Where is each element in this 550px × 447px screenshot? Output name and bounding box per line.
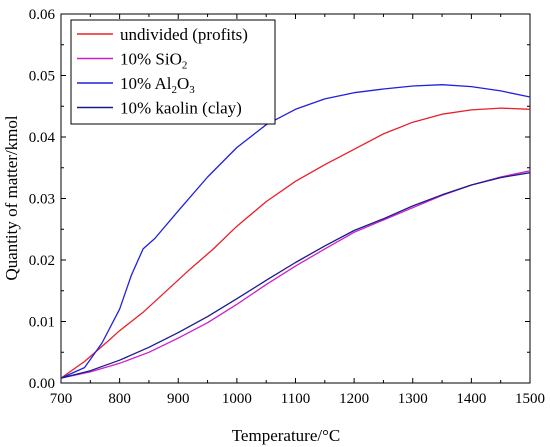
y-tick-label: 0.03: [29, 192, 55, 208]
y-tick-label: 0.01: [29, 315, 55, 331]
series-lines: [60, 84, 531, 379]
y-axis-title: Quantity of matter/kmol: [2, 115, 21, 281]
x-tick-label: 1000: [222, 391, 252, 407]
x-tick-label: 1300: [398, 391, 428, 407]
legend-box: [70, 19, 276, 125]
series-line-4: [60, 172, 531, 379]
legend-label-3: 10% Al2O3: [120, 74, 195, 96]
series-line-1: [60, 107, 531, 379]
x-tick-label: 900: [167, 391, 190, 407]
y-tick-label: 0.02: [29, 253, 55, 269]
series-line-3: [60, 84, 531, 379]
y-tick-label: 0.00: [29, 376, 55, 392]
x-tick-label: 800: [108, 391, 131, 407]
x-tick-label: 1500: [515, 391, 545, 407]
y-axis: 0.00 0.01 0.02 0.03 0.04 0.05 0.06: [29, 7, 530, 392]
y-tick-label: 0.04: [29, 130, 56, 146]
x-tick-label: 1100: [281, 391, 310, 407]
legend-label-2: 10% SiO2: [120, 50, 187, 72]
x-axis: 700 800 900 1000 1100 1200 1300 1400 1500: [50, 14, 545, 407]
x-tick-label: 1200: [339, 391, 369, 407]
x-axis-title: Temperature/°C: [232, 426, 341, 445]
y-tick-label: 0.06: [29, 7, 56, 23]
legend-label-1: undivided (profits): [120, 25, 248, 44]
x-tick-label: 1400: [456, 391, 486, 407]
y-tick-label: 0.05: [29, 69, 55, 85]
x-tick-label: 700: [50, 391, 73, 407]
legend-label-4: 10% kaolin (clay): [120, 99, 242, 118]
